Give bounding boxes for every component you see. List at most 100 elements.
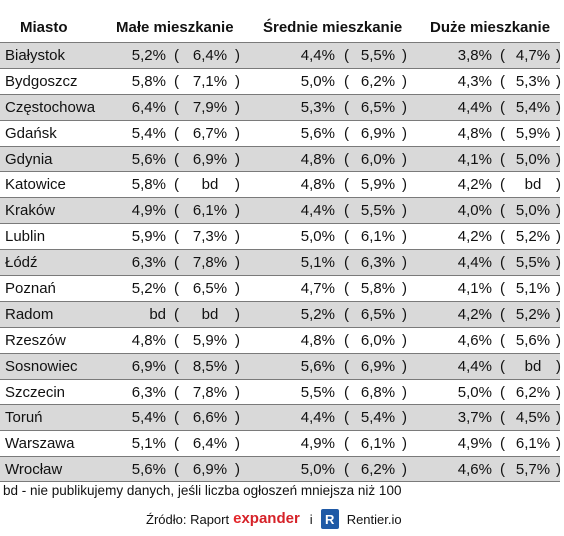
paren-open: ( [344, 435, 349, 453]
paren-open: ( [344, 47, 349, 64]
expander-logo: expander [233, 510, 300, 527]
medium-yield-previous: 6,1% [360, 228, 396, 246]
table-row: Częstochowa 6,4% (7,9%) 5,3% (6,5%) 4,4% (5,4%… [0, 93, 561, 120]
paren-close: ) [235, 47, 240, 64]
large-yield-previous: 6,1% [515, 435, 551, 453]
large-yield: 4,6% [457, 461, 492, 479]
table-row: Poznań 5,2% (6,5%) 4,7% (5,8%) 4,1% (5,1%) [0, 275, 561, 301]
large-yield-previous: 5,5% [515, 254, 551, 272]
small-yield: 5,2% [131, 280, 166, 298]
paren-open: ( [174, 202, 179, 220]
medium-yield-previous: 5,4% [360, 409, 396, 427]
large-yield-previous: 5,4% [515, 98, 551, 116]
paren-open: ( [500, 280, 505, 298]
table-row: Warszawa 5,1% (6,4%) 4,9% (6,1%) 4,9% (6,1%) [0, 430, 561, 456]
paren-close: ) [402, 305, 407, 323]
paren-close: ) [556, 98, 561, 116]
paren-open: ( [344, 305, 349, 323]
city-name: Gdynia [5, 150, 53, 168]
medium-yield-previous: 6,0% [360, 331, 396, 349]
paren-open: ( [344, 202, 349, 220]
header-large-apartment: Duże mieszkanie [430, 19, 551, 36]
small-yield-previous: 5,9% [192, 331, 228, 349]
paren-close: ) [402, 202, 407, 220]
paren-close: ) [235, 305, 240, 323]
city-name: Gdańsk [5, 124, 57, 142]
table-row: Łódź 6,3% (7,8%) 5,1% (6,3%) 4,4% (5,5%) [0, 249, 561, 276]
paren-open: ( [174, 280, 179, 298]
paren-close: ) [235, 176, 240, 194]
medium-yield: 4,8% [300, 150, 335, 168]
small-yield-previous: bd [201, 305, 219, 323]
rentier-name: Rentier.io [346, 511, 402, 527]
city-name: Lublin [5, 228, 46, 246]
paren-open: ( [344, 461, 349, 479]
small-yield: 6,3% [131, 383, 166, 401]
paren-open: ( [174, 383, 179, 401]
medium-yield: 5,0% [300, 228, 335, 246]
paren-open: ( [500, 228, 505, 246]
paren-close: ) [402, 124, 407, 142]
city-name: Sosnowiec [5, 357, 78, 375]
paren-close: ) [402, 435, 407, 453]
small-yield-previous: 7,8% [192, 383, 228, 401]
paren-close: ) [556, 72, 561, 90]
large-yield: 4,2% [457, 228, 492, 246]
large-yield: 4,1% [457, 280, 492, 298]
large-yield: 4,6% [457, 331, 492, 349]
table-row: Radom bd (bd) 5,2% (6,5%) 4,2% (5,2%) [0, 300, 561, 327]
city-name: Częstochowa [5, 98, 96, 116]
medium-yield-previous: 6,9% [360, 124, 396, 142]
medium-yield-previous: 6,0% [360, 150, 396, 168]
small-yield: 4,9% [131, 202, 166, 220]
paren-open: ( [500, 435, 505, 453]
paren-close: ) [556, 435, 561, 453]
large-yield: 3,8% [457, 47, 492, 64]
paren-close: ) [556, 176, 561, 194]
small-yield: bd [149, 305, 166, 323]
city-name: Poznań [5, 280, 56, 298]
small-yield: 5,1% [131, 435, 166, 453]
medium-yield-previous: 6,8% [360, 383, 396, 401]
large-yield-previous: 5,0% [515, 150, 551, 168]
city-name: Kraków [5, 202, 56, 220]
paren-close: ) [556, 409, 561, 427]
medium-yield: 5,5% [300, 383, 335, 401]
large-yield: 4,4% [457, 98, 492, 116]
medium-yield-previous: 6,5% [360, 305, 396, 323]
paren-open: ( [344, 98, 349, 116]
paren-open: ( [344, 254, 349, 272]
small-yield-previous: 6,5% [192, 280, 228, 298]
small-yield-previous: bd [201, 176, 219, 194]
small-yield-previous: 6,9% [192, 461, 228, 479]
small-yield: 5,9% [131, 228, 166, 246]
paren-close: ) [235, 150, 240, 168]
paren-close: ) [402, 72, 407, 90]
large-yield: 4,4% [457, 254, 492, 272]
large-yield: 4,0% [457, 202, 492, 220]
city-name: Łódź [5, 254, 38, 272]
large-yield: 4,2% [457, 305, 492, 323]
paren-open: ( [500, 72, 505, 90]
large-yield-previous: 5,3% [515, 72, 551, 90]
large-yield-previous: 5,6% [515, 331, 551, 349]
paren-close: ) [556, 461, 561, 479]
table-row: Szczecin 6,3% (7,8%) 5,5% (6,8%) 5,0% (6,2%) [0, 378, 561, 405]
medium-yield-previous: 6,1% [360, 435, 396, 453]
paren-close: ) [402, 280, 407, 298]
paren-open: ( [344, 331, 349, 349]
medium-yield-previous: 5,8% [360, 280, 396, 298]
paren-close: ) [235, 202, 240, 220]
small-yield-previous: 7,8% [192, 254, 228, 272]
city-name: Radom [5, 305, 54, 323]
medium-yield: 4,4% [300, 409, 335, 427]
table-header: Miasto Małe mieszkanie Średnie mieszkani… [0, 19, 564, 43]
paren-open: ( [174, 72, 179, 90]
paren-open: ( [174, 176, 179, 194]
large-yield: 4,4% [457, 357, 492, 375]
small-yield: 6,9% [131, 357, 166, 375]
table-row: Białystok 5,2% (6,4%) 4,4% (5,5%) 3,8% (4,7%) [0, 42, 561, 68]
paren-close: ) [402, 98, 407, 116]
medium-yield: 4,9% [300, 435, 335, 453]
paren-close: ) [556, 202, 561, 220]
